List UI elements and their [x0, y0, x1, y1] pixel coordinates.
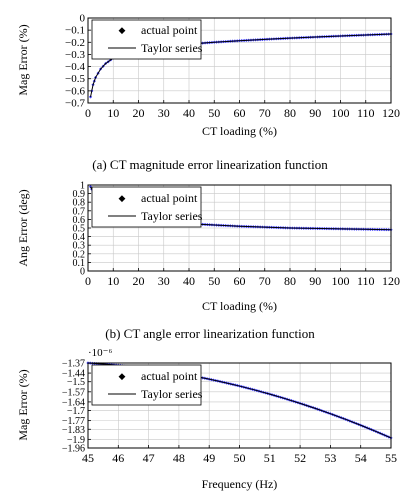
panel-b-ticks: 0 10 20 30 40 50 60 70 80 90 100 110 12000.10.20.30.… [73, 181, 401, 289]
panel-a-xtick-label: 120 [382, 106, 400, 120]
panel-a-legend-marker-symbol: ◆ [119, 25, 126, 35]
panel-a-xtick-label: 90 [309, 106, 321, 120]
panel-c-xtick-label: 50 [234, 451, 246, 465]
panel-a-ytick-label: −0.6 [65, 85, 85, 97]
panel-a-ytick-label: −0.7 [65, 98, 85, 110]
panel-c-scale-label: ·10⁻⁶ [88, 347, 112, 359]
panel-b-legend-marker-symbol: ◆ [119, 193, 126, 203]
panel-b-ytick-label: 0.5 [73, 224, 86, 235]
panel-b-xtick-label: 120 [382, 274, 400, 288]
panel-a-xtick-label: 100 [332, 106, 350, 120]
panel-b-caption: (b) CT angle error linearization functio… [105, 326, 315, 341]
panel-b-ytick-label: 0.6 [73, 215, 86, 226]
panel-c-xtick-label: 54 [355, 451, 367, 465]
panel-a-xtick-label: 70 [259, 106, 271, 120]
panel-b-legend-item-actual: actual point [141, 191, 198, 205]
panel-c-ytick-label: −1.64 [62, 397, 85, 408]
panel-a-ticks: 0 10 20 30 40 50 60 70 80 90 100 110 1200−0.1−0.2−0.… [65, 13, 400, 121]
panel-b-xtick-label: 110 [357, 274, 375, 288]
panel-b-xtick-label: 40 [183, 274, 195, 288]
panel-c-xtick-label: 47 [143, 451, 155, 465]
panel-c-legend-box [91, 364, 202, 406]
panel-b-xtick-label: 50 [208, 274, 220, 288]
panel-a-xlabel: CT loading (%) [202, 124, 277, 138]
panel-a-xtick-label: 60 [234, 106, 246, 120]
panel-c-legend-marker-symbol: ◆ [119, 371, 126, 381]
panel-a: 0 10 20 30 40 50 60 70 80 90 100 110 1200−0.1−0.2−0.… [16, 13, 400, 173]
panel-a-legend-box [91, 19, 202, 60]
panel-c-xtick-label: 48 [173, 451, 185, 465]
panel-a-xtick-label: 80 [284, 106, 296, 120]
panel-a-legend-item-taylor: Taylor series [141, 41, 203, 55]
panel-b-xtick-label: 100 [332, 274, 350, 288]
panel-c-xlabel: Frequency (Hz) [202, 477, 278, 491]
panel-a-xtick-label: 110 [357, 106, 375, 120]
panel-a-xtick-label: 10 [107, 106, 119, 120]
panel-c: 45 46 47 48 49 50 51 52 53 54 55 −1.37−1.44−1.5−1.5… [16, 347, 397, 491]
panel-b-ytick-label: 0.7 [73, 206, 86, 217]
panel-a-xtick-label: 0 [85, 106, 91, 120]
panel-b: 0 10 20 30 40 50 60 70 80 90 100 110 12000.10.20.30.… [16, 181, 400, 342]
panel-b-xtick-label: 70 [259, 274, 271, 288]
panel-b-xtick-label: 20 [133, 274, 145, 288]
panel-c-xtick-label: 51 [264, 451, 276, 465]
panel-c-xtick-label: 55 [385, 451, 397, 465]
panel-b-legend-item-taylor: Taylor series [141, 209, 203, 223]
panel-c-ylabel: Mag Error (%) [16, 369, 30, 440]
panel-a-ytick-label: −0.2 [65, 37, 85, 49]
panel-c-legend-item-actual: actual point [141, 369, 198, 383]
panel-a-xtick-label: 30 [158, 106, 170, 120]
panel-b-xlabel: CT loading (%) [202, 299, 277, 313]
panel-b-ytick-label: 0.9 [73, 189, 86, 200]
panel-b-xtick-label: 10 [107, 274, 119, 288]
panel-a-caption: (a) CT magnitude error linearization fun… [92, 157, 328, 172]
panel-b-xtick-label: 90 [309, 274, 321, 288]
panel-b-ytick-label: 0.8 [73, 198, 86, 209]
panel-a-xtick-label: 20 [133, 106, 145, 120]
panel-b-ytick-label: 1 [80, 181, 85, 192]
panel-b-ytick-label: 0.4 [73, 232, 86, 243]
panel-b-legend: ◆ actual point Taylor series [91, 186, 203, 228]
panel-a-ytick-label: −0.1 [65, 25, 85, 37]
panel-b-legend-box [91, 186, 202, 228]
panel-b-xtick-label: 80 [284, 274, 296, 288]
panel-b-xtick-label: 30 [158, 274, 170, 288]
panel-c-ytick-label: −1.57 [62, 387, 85, 398]
panel-c-legend: ◆ actual point Taylor series [91, 364, 203, 406]
panel-b-ytick-label: 0 [80, 267, 85, 278]
panel-c-legend-item-taylor: Taylor series [141, 387, 203, 401]
panel-a-legend: ◆ actual point Taylor series [91, 19, 203, 60]
panel-b-xtick-label: 0 [85, 274, 91, 288]
panel-c-ytick-label: −1.9 [67, 435, 85, 446]
panel-c-xtick-label: 53 [324, 451, 336, 465]
panel-c-ytick-label: −1.7 [67, 406, 85, 417]
panel-b-ytick-label: 0.1 [73, 258, 86, 269]
panel-c-ytick-label: −1.77 [62, 416, 85, 427]
panel-c-ytick-label: −1.5 [67, 377, 85, 388]
panel-c-ticks: 45 46 47 48 49 50 51 52 53 54 55 −1.37−1.44−1.5−1.5… [62, 359, 397, 466]
panel-a-xtick-label: 50 [208, 106, 220, 120]
panel-b-ytick-label: 0.3 [73, 241, 86, 252]
panel-c-xtick-label: 52 [294, 451, 306, 465]
panel-c-xtick-label: 49 [203, 451, 215, 465]
panel-b-xtick-label: 60 [234, 274, 246, 288]
panel-a-ytick-label: −0.4 [65, 61, 85, 73]
panel-b-ylabel: Ang Error (deg) [16, 189, 30, 266]
panel-c-xtick-label: 45 [82, 451, 94, 465]
panel-a-ytick-label: −0.5 [65, 73, 85, 85]
panel-c-xtick-label: 46 [112, 451, 124, 465]
panel-c-ytick-label: −1.83 [62, 425, 85, 436]
panel-b-ytick-label: 0.2 [73, 249, 86, 260]
panel-c-ytick-label: −1.37 [62, 359, 85, 370]
panel-a-xtick-label: 40 [183, 106, 195, 120]
panel-a-ytick-label: 0 [80, 13, 86, 25]
panel-a-ylabel: Mag Error (%) [16, 24, 30, 95]
panel-c-ytick-label: −1.44 [62, 369, 85, 380]
panel-c-ytick-label: −1.96 [62, 444, 85, 455]
panel-a-ytick-label: −0.3 [65, 49, 85, 61]
panel-a-legend-item-actual: actual point [141, 23, 198, 37]
